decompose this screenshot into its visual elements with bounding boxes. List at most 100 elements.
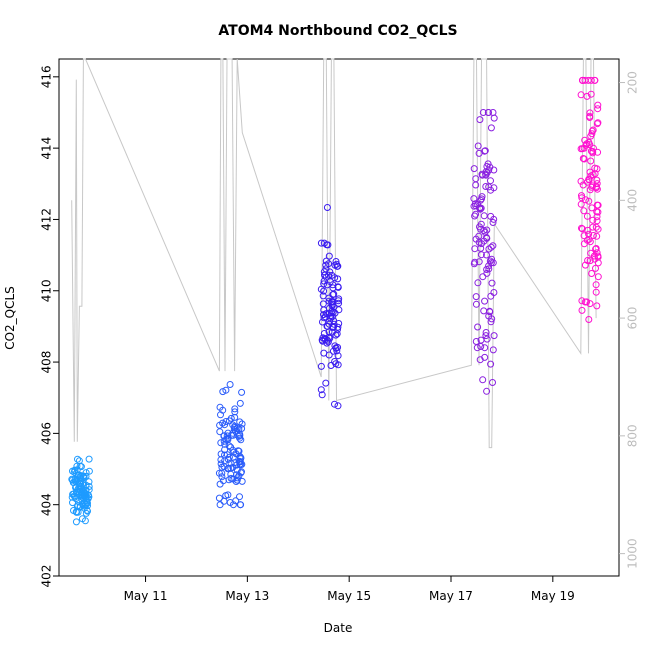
y2-tick-label: 800 xyxy=(626,424,640,447)
data-point xyxy=(592,245,600,252)
data-point xyxy=(326,334,334,342)
data-point xyxy=(581,136,589,144)
data-point xyxy=(487,212,495,220)
data-point xyxy=(330,290,338,298)
data-point xyxy=(472,300,480,308)
data-point xyxy=(577,177,585,185)
data-point xyxy=(222,386,230,394)
data-point xyxy=(489,242,497,250)
data-point xyxy=(490,184,498,192)
data-point xyxy=(470,165,478,173)
data-point xyxy=(471,212,479,220)
data-point xyxy=(229,501,237,509)
data-point xyxy=(233,466,241,474)
data-point xyxy=(238,425,246,432)
y-tick-label: 408 xyxy=(40,351,54,374)
data-point xyxy=(220,432,228,440)
data-point xyxy=(224,465,232,473)
data-point xyxy=(489,259,497,267)
data-point xyxy=(236,418,244,426)
data-point xyxy=(591,76,599,84)
data-point xyxy=(220,463,228,470)
data-point xyxy=(582,141,590,149)
data-point xyxy=(334,352,342,360)
data-point xyxy=(584,76,592,84)
data-point xyxy=(83,493,91,501)
data-point xyxy=(328,271,336,279)
data-point xyxy=(322,379,330,387)
data-point xyxy=(82,469,90,477)
y2-tick-label: 400 xyxy=(626,189,640,212)
data-point xyxy=(577,200,585,208)
data-point xyxy=(594,225,602,233)
data-point xyxy=(219,419,227,427)
data-point xyxy=(490,166,498,174)
data-point xyxy=(482,183,490,190)
data-point xyxy=(323,281,331,289)
data-point xyxy=(235,457,243,465)
y2-axis: 200 400 600 800 1000 xyxy=(619,71,640,569)
data-point xyxy=(580,155,588,163)
data-point xyxy=(480,307,488,315)
data-point xyxy=(487,177,494,185)
data-point xyxy=(220,497,228,505)
data-point xyxy=(334,402,342,410)
y2-tick-label: 600 xyxy=(626,307,640,330)
data-point xyxy=(594,101,602,109)
data-point xyxy=(593,213,601,221)
data-point xyxy=(320,314,328,322)
data-point xyxy=(329,323,337,331)
data-point xyxy=(578,306,586,314)
data-point xyxy=(585,197,593,205)
data-point xyxy=(238,388,246,396)
data-point xyxy=(68,493,76,501)
data-point xyxy=(488,279,496,287)
data-point xyxy=(325,271,332,279)
data-point xyxy=(587,157,595,165)
data-point xyxy=(483,234,491,242)
data-point xyxy=(587,132,595,140)
data-point xyxy=(483,269,491,277)
data-point xyxy=(487,124,495,132)
data-point xyxy=(322,261,330,269)
data-point xyxy=(487,243,495,251)
y-tick-label: 406 xyxy=(40,422,54,445)
y-tick-label: 402 xyxy=(40,565,54,588)
data-point xyxy=(581,261,589,269)
data-point xyxy=(490,332,498,340)
data-point xyxy=(327,362,335,369)
data-point xyxy=(481,353,489,361)
data-point xyxy=(331,400,338,408)
data-point xyxy=(472,175,480,183)
data-point xyxy=(75,482,83,490)
data-point xyxy=(487,360,495,368)
data-point xyxy=(325,351,333,359)
data-point xyxy=(83,497,91,505)
data-point xyxy=(585,316,593,323)
data-point xyxy=(317,362,325,370)
data-point xyxy=(593,232,601,240)
data-point xyxy=(593,217,601,225)
chart-title: ATOM4 Northbound CO2_QCLS xyxy=(218,23,457,39)
data-point xyxy=(335,320,343,327)
data-point xyxy=(72,488,80,496)
data-point xyxy=(489,346,497,354)
data-point xyxy=(594,148,602,156)
data-point xyxy=(237,501,245,509)
data-point xyxy=(222,418,230,425)
data-point xyxy=(487,318,495,326)
data-point xyxy=(333,330,341,338)
data-point xyxy=(475,258,483,266)
data-point xyxy=(481,344,489,352)
x-tick-label: May 17 xyxy=(429,589,473,603)
data-point xyxy=(591,164,599,172)
data-point xyxy=(593,201,601,209)
y-tick-label: 410 xyxy=(40,279,54,302)
data-point xyxy=(587,90,595,98)
data-point xyxy=(578,224,585,232)
data-point xyxy=(472,210,480,218)
data-point xyxy=(320,239,328,247)
data-point xyxy=(578,194,586,202)
data-point xyxy=(318,391,326,399)
